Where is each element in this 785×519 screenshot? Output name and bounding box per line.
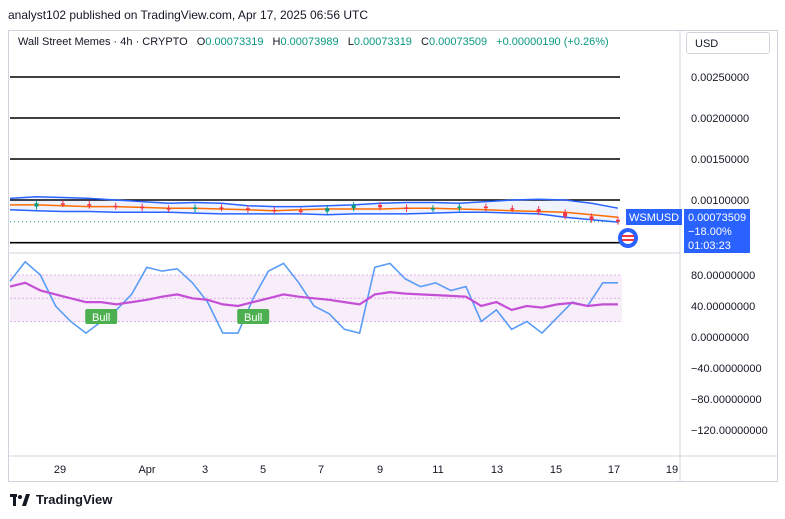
low-label: L bbox=[347, 36, 354, 48]
change-value: +0.00000190 (+0.26%) bbox=[496, 36, 609, 48]
symbol-name[interactable]: Wall Street Memes · 4h · CRYPTO bbox=[18, 36, 188, 48]
open-label: O bbox=[196, 36, 206, 48]
publisher-line: analyst102 published on TradingView.com,… bbox=[8, 8, 369, 22]
close-label: C bbox=[421, 36, 429, 48]
high-label: H bbox=[272, 36, 281, 48]
chart-frame[interactable] bbox=[8, 30, 778, 482]
brand-name: TradingView bbox=[36, 492, 113, 507]
tradingview-logo-icon bbox=[10, 493, 30, 506]
tradingview-logo[interactable]: TradingView bbox=[10, 492, 112, 507]
close-value: 0.00073509 bbox=[428, 36, 488, 48]
low-value: 0.00073319 bbox=[353, 36, 412, 48]
open-value: 0.00073319 bbox=[205, 36, 264, 48]
currency-selector[interactable]: USD bbox=[686, 32, 770, 54]
symbol-legend: Wall Street Memes · 4h · CRYPTO O0.00073… bbox=[18, 36, 609, 48]
high-value: 0.00073989 bbox=[280, 36, 339, 48]
